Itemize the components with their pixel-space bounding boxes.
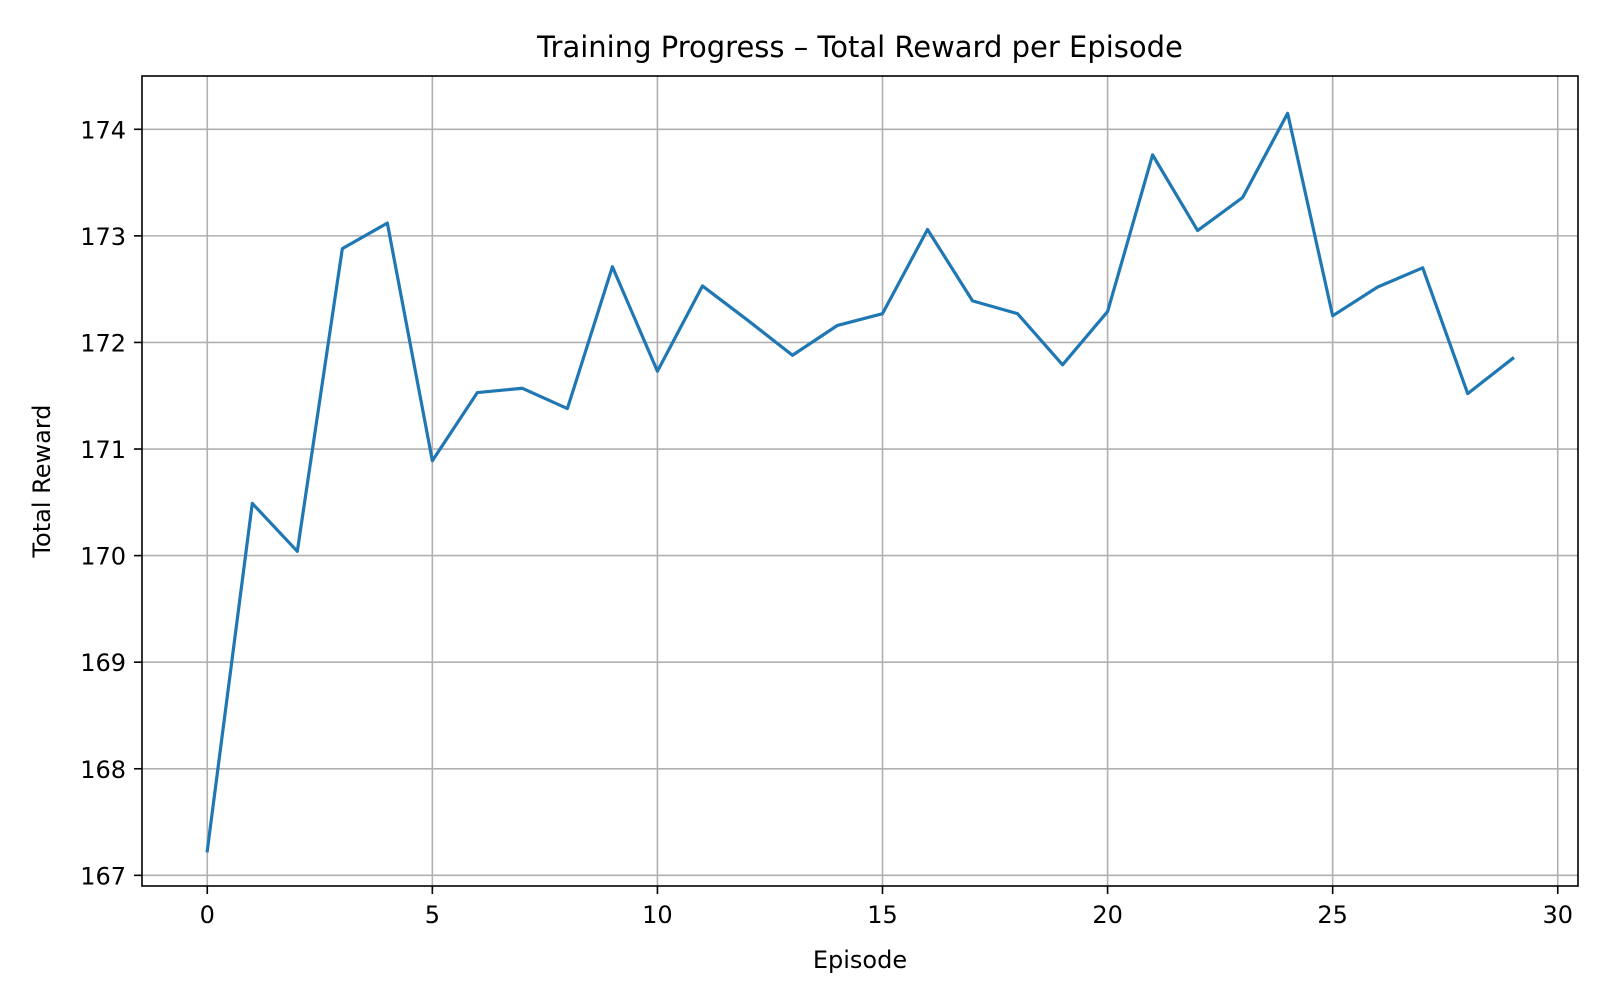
y-tick-label: 172 — [80, 329, 126, 357]
series-layer — [205, 111, 1515, 853]
y-tick-label: 174 — [80, 116, 126, 144]
y-tick-label: 171 — [80, 436, 126, 464]
plot-frame — [141, 75, 1579, 887]
y-axis-label: Total Reward — [28, 404, 56, 558]
chart-title: Training Progress – Total Reward per Epi… — [536, 30, 1183, 64]
x-tick-label: 25 — [1317, 901, 1348, 929]
x-axis-label: Episode — [813, 946, 907, 974]
y-tick-label: 173 — [80, 223, 126, 251]
y-tick-label: 170 — [80, 543, 126, 571]
x-tick-label: 15 — [867, 901, 898, 929]
x-tick-label: 10 — [642, 901, 673, 929]
x-tick-label: 30 — [1542, 901, 1573, 929]
x-tick-label: 0 — [200, 901, 215, 929]
y-tick-label: 168 — [80, 756, 126, 784]
y-tick-label: 167 — [80, 862, 126, 890]
x-tick-label: 20 — [1092, 901, 1123, 929]
ticks: 0 5 10 15 20 25 30 167 168 169 170 171 172 173 174 — [80, 116, 1573, 929]
y-tick-label: 169 — [80, 649, 126, 677]
grid — [142, 76, 1578, 886]
x-tick-label: 5 — [425, 901, 440, 929]
series-line-0 — [205, 111, 1515, 853]
